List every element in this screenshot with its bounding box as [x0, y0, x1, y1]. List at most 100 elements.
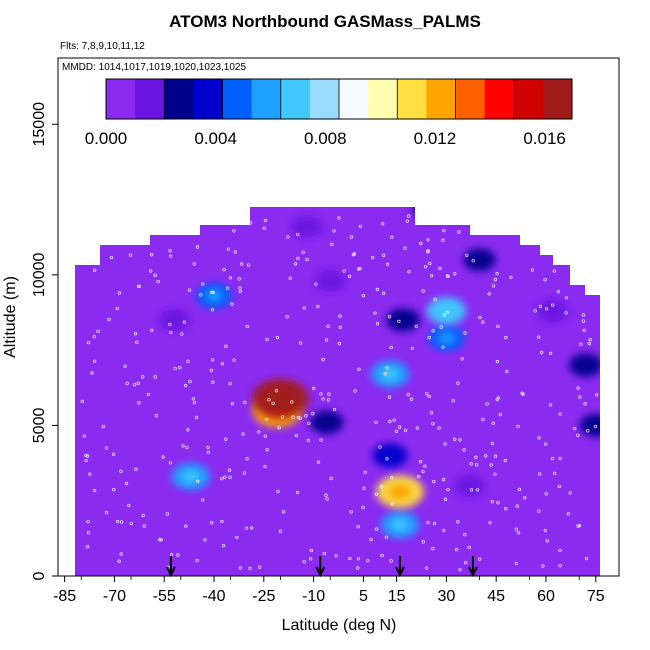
sample-point [426, 238, 430, 242]
sample-point [407, 214, 411, 218]
sample-point [239, 262, 244, 266]
sample-point [322, 551, 326, 556]
sample-point [491, 284, 496, 288]
sample-point [533, 309, 537, 313]
sample-point [291, 415, 295, 419]
sample-point [223, 475, 227, 479]
sample-point [285, 315, 289, 319]
sample-point [550, 303, 555, 307]
concentration-hotspot [536, 299, 569, 323]
colorbar-frame [105, 78, 573, 120]
sample-point [298, 416, 302, 420]
sample-point [146, 392, 151, 397]
sample-point [90, 371, 94, 375]
sample-point [332, 229, 336, 233]
sample-point [443, 442, 447, 446]
concentration-hotspot [413, 207, 447, 221]
sample-point [378, 445, 382, 449]
sample-point [356, 557, 361, 561]
sample-point [370, 255, 375, 260]
sample-point [92, 359, 97, 363]
sample-point [576, 433, 580, 438]
sample-point [409, 397, 414, 401]
sample-point [210, 308, 215, 312]
sample-point [128, 253, 133, 257]
sample-point [456, 520, 460, 524]
sample-point [538, 304, 543, 309]
concentration-hotspot [569, 353, 600, 377]
sample-point [397, 319, 401, 324]
sample-point [392, 418, 396, 422]
sample-point [441, 238, 445, 242]
sample-point [566, 512, 571, 516]
sample-point [141, 513, 145, 518]
sample-point [262, 226, 266, 230]
sample-point [119, 469, 123, 473]
sample-point [576, 524, 580, 528]
sample-point [129, 521, 134, 526]
sample-point [579, 342, 583, 346]
sample-point [573, 426, 577, 431]
sample-point [330, 242, 334, 247]
sample-point [196, 479, 200, 483]
sample-point [307, 421, 311, 426]
colorbar-swatch [368, 79, 398, 119]
sample-point [578, 395, 582, 399]
y-tick-label: 5000 [31, 408, 48, 444]
sample-point [206, 450, 211, 454]
sample-point [577, 524, 582, 528]
sample-point [357, 367, 361, 371]
sample-point [82, 434, 86, 438]
sample-point [186, 428, 190, 432]
concentration-hotspot [158, 308, 190, 332]
sample-point [453, 272, 457, 276]
sample-point [194, 415, 199, 419]
sample-point [222, 268, 226, 272]
sample-point [530, 268, 535, 272]
sample-point [347, 274, 352, 279]
sample-point [348, 556, 352, 561]
sample-point [456, 381, 460, 385]
concentration-core [391, 518, 409, 531]
sample-point [188, 379, 192, 384]
sample-point [124, 481, 129, 486]
sample-point [394, 429, 399, 434]
sample-point [311, 386, 316, 391]
sample-point [587, 342, 591, 346]
sample-point [478, 315, 482, 320]
sample-point [109, 255, 114, 260]
sample-point [238, 289, 243, 294]
sample-point [586, 429, 590, 433]
sample-point [593, 424, 598, 429]
sample-point [134, 467, 138, 471]
sample-point [493, 454, 498, 458]
sample-point [504, 335, 508, 340]
sample-point [481, 320, 485, 324]
sample-point [397, 425, 402, 429]
sample-point [541, 564, 545, 568]
curtain-background [75, 207, 600, 576]
colorbar: 0.000 0.004 0.008 0.012 0.016 [85, 78, 573, 148]
sample-point [540, 213, 545, 217]
sample-point [191, 397, 196, 401]
sample-point [117, 291, 122, 295]
sample-point [294, 433, 299, 438]
sample-point [302, 306, 306, 310]
sample-point [410, 346, 415, 351]
sample-point [275, 335, 280, 340]
sample-point [228, 381, 232, 386]
sample-point [96, 329, 100, 334]
sample-point [97, 242, 101, 246]
x-axis: -85 -70 -55 -40 -25 -10 5 15 30 45 60 75 [53, 576, 605, 605]
sample-point [564, 296, 569, 300]
sample-point [503, 458, 507, 463]
sample-point [227, 468, 232, 472]
sample-point [516, 424, 520, 429]
sample-point [442, 228, 446, 233]
sample-point [237, 277, 241, 281]
concentration-hotspot [463, 248, 496, 272]
sample-point [539, 350, 544, 355]
colorbar-swatch [309, 79, 340, 119]
sample-point [356, 566, 360, 570]
sample-point [454, 548, 459, 552]
